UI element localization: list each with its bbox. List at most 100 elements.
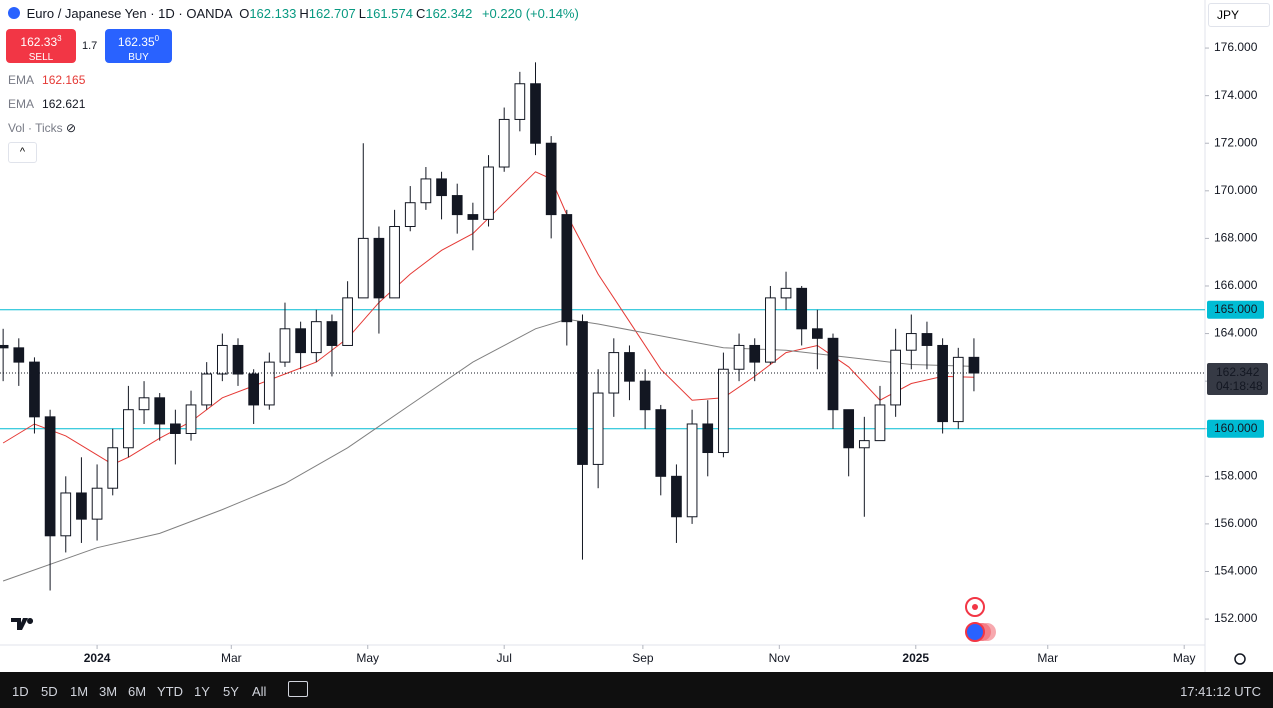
last-price-tag	[1207, 363, 1268, 396]
sell-label: SELL	[28, 52, 54, 63]
ohlc-key: H	[299, 6, 309, 21]
countdown: 04:18:48	[1216, 379, 1263, 393]
range-button[interactable]: 3M	[99, 684, 118, 699]
candle-body	[451, 195, 463, 216]
currency-button[interactable]: JPY	[1208, 3, 1270, 27]
candle-body	[968, 356, 980, 374]
buy-button[interactable]: 162.350 BUY	[105, 29, 172, 63]
tv-logo	[11, 618, 34, 630]
range-button[interactable]: 6M	[128, 684, 147, 699]
volume-indicator[interactable]: Vol · Ticks ⊘	[8, 121, 77, 135]
candle-body	[13, 347, 25, 363]
candle-body	[107, 447, 119, 489]
candle-body	[545, 142, 557, 216]
range-button[interactable]: 1D	[12, 684, 29, 699]
ohlc: O162.133 H162.707 L161.574 C162.342	[239, 6, 475, 21]
last-price-label: 162.342	[1216, 365, 1260, 379]
candle-body	[263, 361, 275, 406]
candle-body	[577, 321, 588, 465]
settings-icon[interactable]	[1234, 653, 1246, 665]
symbol: Euro / Japanese Yen · 1D · OANDA	[26, 6, 233, 21]
y-tick-label: 158.000	[1214, 468, 1258, 482]
sell-pip: 3	[57, 34, 62, 43]
candle-body	[952, 356, 964, 423]
buy-price: 162.35	[117, 35, 155, 49]
candle-body	[890, 349, 901, 406]
candle-body	[0, 344, 9, 349]
collapse-button[interactable]: ^	[8, 142, 37, 163]
ohlc-value: 162.133	[249, 6, 297, 21]
y-tick-label: 156.000	[1214, 516, 1258, 530]
range-button[interactable]: YTD	[157, 684, 183, 699]
candle-body	[436, 178, 447, 197]
candle-body	[342, 297, 353, 346]
candle-body	[123, 409, 134, 449]
range-button[interactable]: 1Y	[194, 684, 210, 699]
candle-body	[326, 321, 338, 346]
candle-body	[874, 404, 886, 442]
buy-pip: 0	[154, 34, 160, 43]
indicator-legend[interactable]: EMA 162.621	[8, 97, 85, 111]
ohlc-key: O	[239, 6, 250, 21]
ema-line	[2, 318, 974, 582]
symbol-icon	[8, 7, 20, 19]
range-button[interactable]: 5D	[41, 684, 58, 699]
candle-body	[76, 492, 87, 520]
candle-body	[279, 328, 291, 363]
x-tick-label: 2025	[902, 651, 929, 665]
candle-body	[201, 373, 213, 406]
ohlc-value: 162.342	[425, 6, 473, 21]
candle-body	[248, 373, 260, 406]
spread: 1.7	[82, 40, 98, 52]
clock: 17:41:12 UTC	[1180, 684, 1261, 699]
candle-body	[295, 328, 306, 354]
indicator-name: EMA	[8, 97, 35, 111]
candle-body	[530, 83, 541, 144]
ohlc-key: C	[415, 6, 426, 21]
y-tick-label: 152.000	[1214, 611, 1258, 625]
candle-body	[639, 380, 651, 411]
horizontal-line-tag	[1207, 300, 1264, 319]
candle-body	[905, 333, 917, 351]
range-button[interactable]: All	[252, 684, 267, 699]
legend-header: Euro / Japanese Yen · 1D · OANDA O162.13…	[8, 6, 582, 21]
chart: 152.000154.000156.000158.000160.000162.0…	[0, 0, 1268, 672]
candle-body	[154, 397, 166, 425]
horizontal-line-label: 160.000	[1214, 421, 1258, 435]
y-tick-label: 164.000	[1214, 326, 1258, 340]
sell-price: 162.33	[20, 35, 58, 49]
candle-body	[686, 423, 698, 518]
candle-body	[843, 409, 855, 449]
indicator-value: 162.165	[42, 73, 86, 87]
indicator-legend[interactable]: EMA 162.165	[8, 73, 85, 87]
candle-body	[498, 118, 510, 168]
candle-body	[937, 344, 948, 423]
x-tick-label: Nov	[769, 651, 790, 665]
date-range-icon[interactable]	[288, 681, 308, 697]
candle-body	[185, 404, 197, 434]
y-tick-label: 168.000	[1214, 231, 1258, 245]
range-button[interactable]: 1M	[70, 684, 89, 699]
candle-body	[60, 492, 72, 537]
candle-body	[373, 237, 385, 299]
sell-button[interactable]: 162.333 SELL	[6, 29, 76, 63]
candle-body	[357, 237, 369, 299]
bottom-toolbar: 17:41:12 UTC 1D 5D 1M 3M 6M YTD 1Y 5Y All	[0, 672, 1273, 708]
buy-label: BUY	[128, 52, 149, 63]
candle-body	[733, 344, 745, 370]
ohlc-value: 162.707	[308, 6, 356, 21]
x-tick-label: May	[1173, 651, 1196, 665]
candle-body	[561, 214, 573, 323]
candle-body	[514, 83, 526, 120]
y-tick-label: 174.000	[1214, 88, 1258, 102]
candle-body	[624, 352, 635, 382]
event-markers[interactable]	[965, 597, 996, 642]
candle-body	[592, 392, 604, 465]
candle-body	[216, 344, 228, 375]
candle-body	[796, 287, 808, 330]
range-button[interactable]: 5Y	[223, 684, 239, 699]
candle-body	[718, 368, 729, 454]
candle-body	[655, 409, 667, 477]
candle-body	[404, 202, 416, 227]
